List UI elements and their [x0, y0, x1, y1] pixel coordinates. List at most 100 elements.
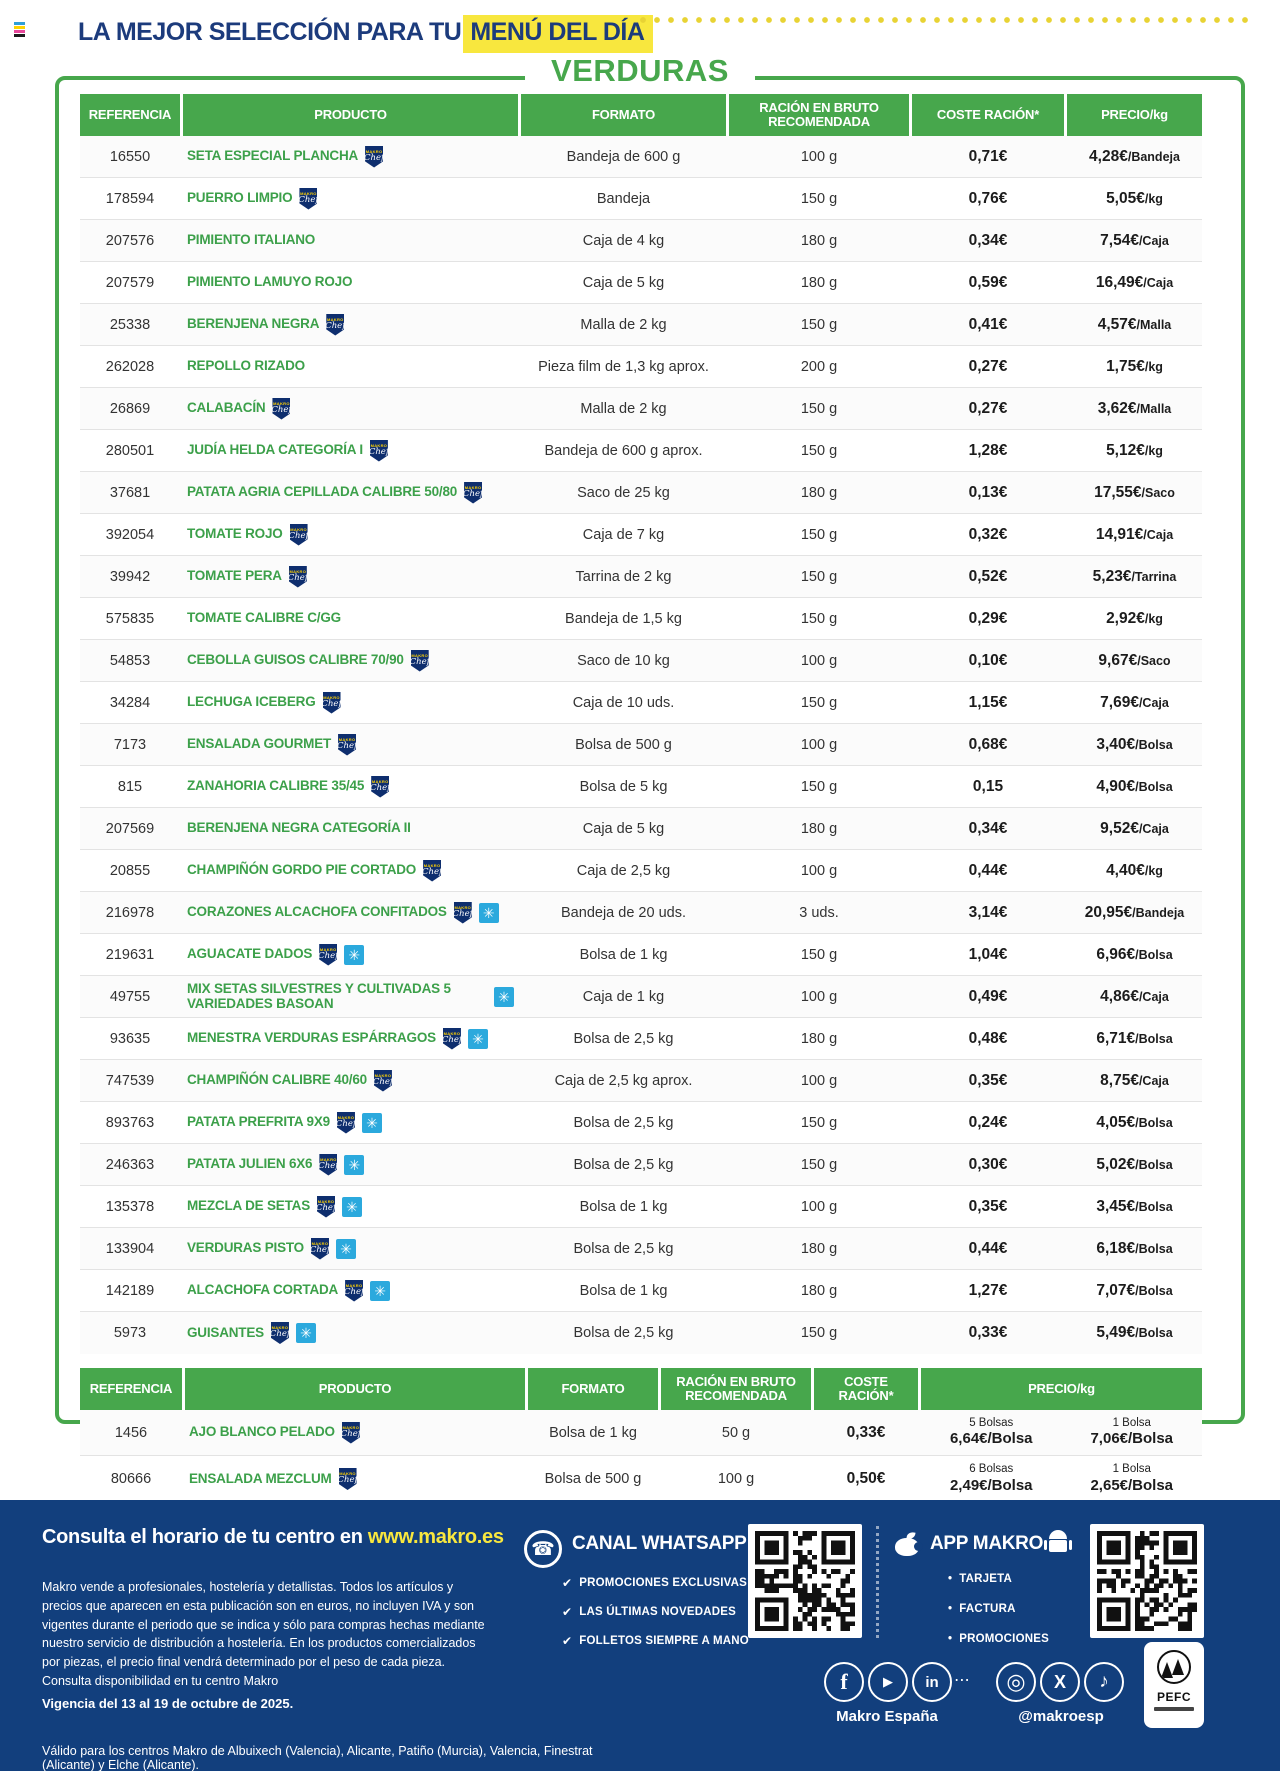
cell-referencia: 178594 [105, 190, 155, 207]
cell-referencia: 37681 [109, 484, 151, 501]
cell-coste: 0,27€ [968, 399, 1008, 417]
product-name: ENSALADA GOURMET [187, 736, 332, 752]
cell-producto: PATATA JULIEN 6X6 MAKRO Chef ✳ [183, 1144, 518, 1185]
makro-chef-badge-icon: MAKRO Chef [338, 733, 357, 756]
cell-racion: 150 g [800, 610, 838, 627]
cell-referencia: 26869 [109, 400, 151, 417]
cell-formato: Bandeja de 20 uds. [561, 904, 686, 921]
tiktok-icon[interactable]: ♪ [1084, 1662, 1124, 1702]
cell-formato: Bolsa de 500 g [575, 736, 672, 753]
youtube-icon[interactable]: ▶ [868, 1662, 908, 1702]
cell-formato: Caja de 2,5 kg [576, 862, 671, 879]
store-hours-text: Consulta el horario de tu centro en www.… [42, 1526, 504, 1548]
product-name: PIMIENTO LAMUYO ROJO [187, 274, 353, 290]
apple-logo-icon [895, 1531, 923, 1556]
products-table: REFERENCIA PRODUCTO FORMATO RACIÓN EN BR… [80, 94, 1202, 1354]
frozen-snowflake-icon: ✳ [361, 1112, 382, 1133]
table-header-row: REFERENCIA PRODUCTO FORMATO RACIÓN EN BR… [80, 94, 1202, 136]
cell-referencia: 207569 [105, 820, 155, 837]
makro-chef-badge-icon: MAKRO Chef [365, 145, 384, 168]
cell-coste: 1,15€ [968, 693, 1008, 711]
cell-producto: BERENJENA NEGRA CATEGORÍA II [183, 808, 518, 849]
list-item: ✔ FOLLETOS SIEMPRE A MANO [562, 1633, 749, 1648]
makro-chef-badge-icon: MAKRO Chef [310, 1237, 329, 1260]
cell-producto: PATATA AGRIA CEPILLADA CALIBRE 50/80 MAK… [183, 472, 518, 513]
cell-producto: VERDURAS PISTO MAKRO Chef ✳ [183, 1228, 518, 1269]
frozen-snowflake-icon: ✳ [344, 1154, 365, 1175]
check-icon: ✔ [562, 1633, 573, 1648]
cell-coste: 0,41€ [968, 315, 1008, 333]
frozen-snowflake-icon: ✳ [478, 902, 499, 923]
cell-coste: 0,24€ [968, 1113, 1008, 1131]
column-header-coste: COSTE RACIÓN* [912, 94, 1064, 136]
cell-referencia: 7173 [113, 736, 147, 753]
cell-formato: Bandeja de 600 g aprox. [544, 442, 703, 459]
cell-producto: CEBOLLA GUISOS CALIBRE 70/90 MAKRO Chef [183, 640, 518, 681]
whatsapp-icon: ☎ [524, 1530, 562, 1568]
product-name: MIX SETAS SILVESTRES Y CULTIVADAS 5 VARI… [187, 980, 451, 1011]
product-name: MENESTRA VERDURAS ESPÁRRAGOS [187, 1030, 436, 1046]
cell-producto: CHAMPIÑÓN CALIBRE 40/60 MAKRO Chef [183, 1060, 518, 1101]
cell-precio: 20,95€/Bandeja [1084, 903, 1185, 921]
cell-racion: 100 g [800, 652, 838, 669]
cell-precio: 4,40€/kg [1106, 861, 1163, 879]
cell-coste: 0,71€ [968, 147, 1008, 165]
cell-racion: 150 g [800, 316, 838, 333]
cell-racion: 150 g [800, 778, 838, 795]
cell-producto: ALCACHOFA CORTADA MAKRO Chef ✳ [183, 1270, 518, 1311]
product-name: MEZCLA DE SETAS [187, 1198, 311, 1214]
cell-formato: Bolsa de 500 g [544, 1471, 642, 1487]
makro-chef-badge-icon: MAKRO Chef [317, 1195, 336, 1218]
product-name: PUERRO LIMPIO [187, 190, 293, 206]
x-twitter-icon[interactable]: X [1040, 1662, 1080, 1702]
linkedin-icon[interactable]: in [912, 1662, 952, 1702]
cell-coste: 0,52€ [968, 567, 1008, 585]
makro-chef-badge-icon: MAKRO Chef [423, 859, 442, 882]
table-row: 893763 PATATA PREFRITA 9X9 MAKRO Chef ✳ B… [80, 1102, 1202, 1144]
cell-coste: 0,50€ [846, 1470, 886, 1487]
column-header-producto: PRODUCTO [185, 1368, 525, 1410]
cell-formato: Bandeja [596, 190, 651, 207]
cell-formato: Malla de 2 kg [580, 316, 667, 333]
bulk-price: 6 Bolsas 2,49€/Bolsa [949, 1463, 1033, 1494]
cell-coste: 1,04€ [968, 945, 1008, 963]
facebook-icon[interactable]: f [824, 1662, 864, 1702]
bullet-icon: • [948, 1603, 953, 1615]
list-item: • PROMOCIONES [948, 1633, 1049, 1645]
product-name: CORAZONES ALCACHOFA CONFITADOS [187, 904, 447, 920]
table-row: 747539 CHAMPIÑÓN CALIBRE 40/60 MAKRO Chef… [80, 1060, 1202, 1102]
makro-chef-badge-icon: MAKRO Chef [289, 523, 308, 546]
cell-referencia: 575835 [105, 610, 155, 627]
cell-producto: CALABACÍN MAKRO Chef [183, 388, 518, 429]
cell-racion: 100 g [800, 736, 838, 753]
cell-precio: 9,52€/Caja [1100, 819, 1169, 837]
cell-producto: BERENJENA NEGRA MAKRO Chef [183, 304, 518, 345]
cell-precio: 5,05€/kg [1106, 189, 1163, 207]
dotted-separator [876, 1526, 879, 1638]
cell-precio: 16,49€/Caja [1095, 273, 1174, 291]
cell-referencia: 93635 [109, 1030, 151, 1047]
product-name: CHAMPIÑÓN GORDO PIE CORTADO [187, 862, 417, 878]
validity-text: Vigencia del 13 al 19 de octubre de 2025… [42, 1696, 294, 1711]
cell-precio: 3,45€/Bolsa [1096, 1197, 1173, 1215]
cell-producto: ZANAHORIA CALIBRE 35/45 MAKRO Chef [183, 766, 518, 807]
instagram-icon[interactable]: ◎ [996, 1662, 1036, 1702]
product-name: BERENJENA NEGRA [187, 316, 320, 332]
product-name: VERDURAS PISTO [187, 1240, 304, 1256]
table-row: 16550 SETA ESPECIAL PLANCHA MAKRO Chef Ba… [80, 136, 1202, 178]
cell-precio: 5,49€/Bolsa [1096, 1324, 1173, 1341]
table-row: 219631 AGUACATE DADOS MAKRO Chef ✳ Bolsa … [80, 934, 1202, 976]
product-name: ZANAHORIA CALIBRE 35/45 [187, 778, 365, 794]
pefc-fine-print [1154, 1707, 1194, 1711]
table-row: 207579 PIMIENTO LAMUYO ROJO Caja de 5 kg… [80, 262, 1202, 304]
cell-racion: 150 g [800, 946, 838, 963]
cell-formato: Caja de 5 kg [582, 274, 665, 291]
cell-precio: 5,23€/Tarrina [1092, 567, 1177, 585]
cell-precio: 14,91€/Caja [1095, 525, 1174, 543]
table-row: 246363 PATATA JULIEN 6X6 MAKRO Chef ✳ Bol… [80, 1144, 1202, 1186]
cell-formato: Bolsa de 2,5 kg [573, 1114, 674, 1131]
makro-website-link[interactable]: www.makro.es [367, 1526, 504, 1548]
product-name: TOMATE CALIBRE C/GG [187, 610, 341, 626]
cell-precio: 4,86€/Caja [1100, 987, 1169, 1005]
cell-producto: GUISANTES MAKRO Chef ✳ [183, 1312, 518, 1354]
